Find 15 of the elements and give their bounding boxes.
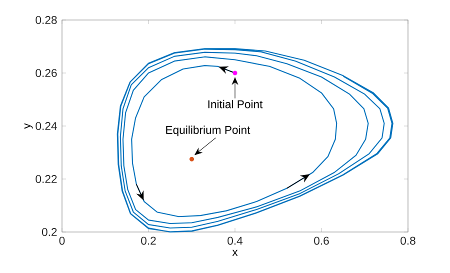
x-axis-title: x — [232, 250, 238, 256]
y-tick-label: 0.28 — [36, 16, 57, 24]
y-tick-label: 0.26 — [36, 69, 57, 78]
x-tick-label: 0.6 — [314, 236, 329, 245]
x-tick-label: 0.8 — [400, 236, 416, 245]
x-tick-label: 0 — [59, 236, 65, 245]
y-axis-title: y — [24, 123, 33, 129]
annotation: Equilibrium Point — [166, 126, 250, 136]
y-tick-label: 0.2 — [42, 228, 57, 236]
annotation: Initial Point — [208, 100, 263, 108]
y-tick-label: 0.24 — [36, 122, 57, 130]
x-tick-label: 0.2 — [141, 236, 156, 245]
y-tick-label: 0.22 — [36, 175, 57, 184]
line-series — [116, 48, 394, 233]
x-tick-label: 0.4 — [228, 236, 243, 245]
